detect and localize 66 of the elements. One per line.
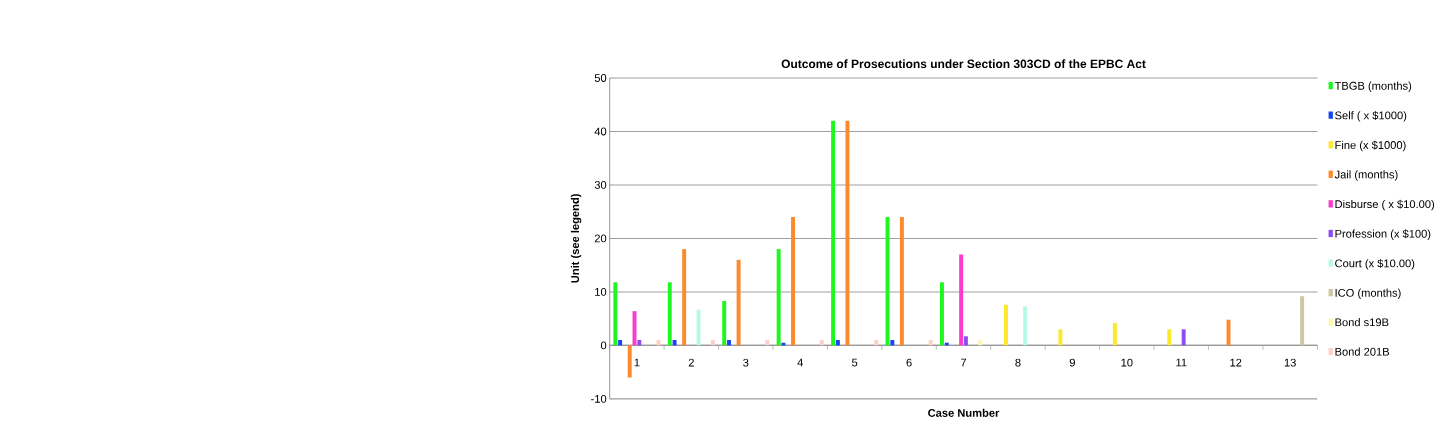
x-tick-label: 11 bbox=[1176, 358, 1187, 367]
bar bbox=[618, 340, 623, 346]
bar bbox=[727, 340, 731, 346]
bar bbox=[710, 340, 715, 346]
x-tick-label: 10 bbox=[1121, 358, 1133, 367]
legend-label: Bond 201B bbox=[1335, 347, 1390, 356]
bar bbox=[928, 340, 933, 346]
x-tick-label: 6 bbox=[906, 358, 912, 367]
x-axis-title: Case Number bbox=[928, 408, 1000, 418]
bar bbox=[978, 340, 983, 346]
bar bbox=[682, 249, 687, 346]
x-tick-label: 9 bbox=[1069, 358, 1075, 367]
bar bbox=[736, 259, 741, 346]
legend-label: Jail (months) bbox=[1334, 170, 1398, 181]
bar bbox=[765, 340, 770, 346]
chart-title: Outcome of Prosecutions under Section 303CD of the EPBC Act bbox=[781, 59, 1146, 69]
bar bbox=[613, 282, 618, 346]
x-tick-label: 8 bbox=[1015, 358, 1021, 367]
legend-label: Disburse ( x $10.00) bbox=[1335, 199, 1435, 211]
bar bbox=[1023, 306, 1028, 346]
legend-label: TBGB (months) bbox=[1334, 81, 1412, 93]
bar bbox=[672, 340, 677, 346]
bar bbox=[890, 340, 895, 346]
x-tick-label: 7 bbox=[961, 358, 967, 367]
bar bbox=[835, 340, 840, 346]
bar bbox=[1112, 323, 1117, 346]
legend-label: Court (x $10.00) bbox=[1335, 259, 1415, 270]
legend-label: Bond s19B bbox=[1335, 318, 1389, 327]
bar bbox=[963, 336, 968, 346]
y-tick-label: -10 bbox=[591, 395, 607, 403]
y-tick-label: 20 bbox=[594, 234, 607, 243]
bar bbox=[845, 120, 850, 346]
y-tick-label: 0 bbox=[600, 341, 607, 350]
bar bbox=[791, 217, 795, 346]
x-tick-label: 1 bbox=[634, 358, 640, 367]
x-tick-label: 4 bbox=[797, 358, 803, 367]
x-tick-label: 13 bbox=[1284, 358, 1296, 367]
bar bbox=[722, 301, 727, 346]
y-tick-label: 10 bbox=[595, 288, 607, 296]
y-tick-label: 40 bbox=[594, 127, 607, 136]
x-tick-label: 3 bbox=[743, 358, 749, 367]
legend-label: Profession (x $100) bbox=[1335, 229, 1431, 241]
x-tick-label: 2 bbox=[688, 358, 694, 367]
bar bbox=[1167, 329, 1172, 346]
legend-label: ICO (months) bbox=[1335, 288, 1401, 300]
legend-label: Self ( x $1000) bbox=[1335, 111, 1407, 122]
y-tick-label: 30 bbox=[594, 181, 607, 189]
bar bbox=[874, 340, 879, 346]
bar bbox=[899, 217, 904, 346]
y-axis-title: Unit (see legend) bbox=[570, 194, 582, 283]
legend-label: Fine (x $1000) bbox=[1335, 140, 1406, 152]
bar bbox=[1300, 296, 1305, 346]
bar bbox=[939, 282, 944, 346]
y-tick-label: 50 bbox=[594, 74, 607, 83]
bar bbox=[1004, 304, 1008, 346]
x-tick-label: 12 bbox=[1230, 358, 1242, 367]
bar bbox=[776, 249, 781, 346]
bar bbox=[1181, 329, 1186, 346]
bar bbox=[819, 340, 824, 346]
bar bbox=[959, 254, 964, 346]
bar bbox=[627, 345, 632, 378]
bar bbox=[1058, 329, 1063, 346]
bar bbox=[831, 120, 836, 346]
x-tick-label: 5 bbox=[852, 358, 858, 367]
bar bbox=[637, 340, 642, 346]
bar bbox=[667, 282, 672, 346]
